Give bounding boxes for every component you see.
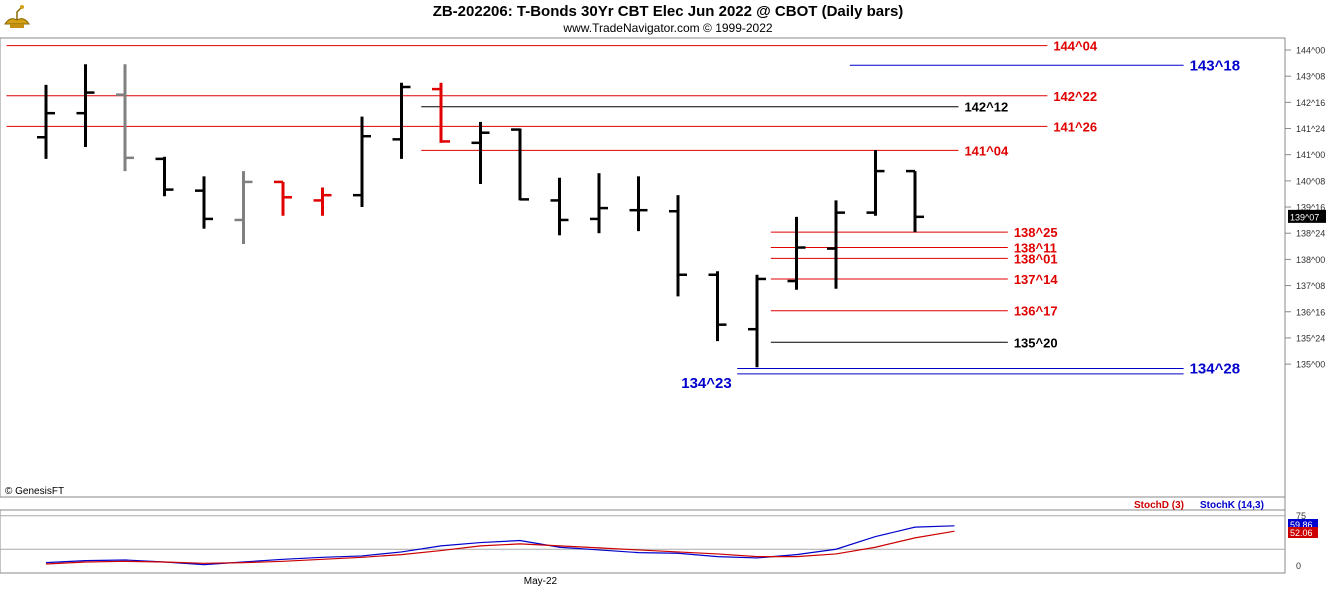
copyright-label: © GenesisFT xyxy=(5,486,64,497)
y-tick-label: 138^24 xyxy=(1296,229,1325,239)
y-tick-label: 135^00 xyxy=(1296,360,1325,370)
chart-header: ZB-202206: T-Bonds 30Yr CBT Elec Jun 202… xyxy=(0,0,1336,38)
y-tick-label: 140^08 xyxy=(1296,176,1325,186)
last-price-label: 139^07 xyxy=(1290,212,1319,222)
y-tick-label: 135^24 xyxy=(1296,333,1325,343)
y-tick-label: 139^16 xyxy=(1296,203,1325,213)
stoch-series-line xyxy=(45,525,955,566)
y-tick-label: 144^00 xyxy=(1296,46,1325,56)
y-tick-label: 136^16 xyxy=(1296,307,1325,317)
stoch-y-tick: 75 xyxy=(1296,511,1306,521)
stoch-last-value: 59.86 xyxy=(1290,520,1313,530)
y-tick-label: 143^08 xyxy=(1296,72,1325,82)
level-label: 135^20 xyxy=(1014,335,1058,350)
chart-title: ZB-202206: T-Bonds 30Yr CBT Elec Jun 202… xyxy=(432,3,904,20)
level-lines: 144^04 143^18 142^22 142^12 141^26 141^04 138^… xyxy=(6,39,1240,392)
stoch-last-tag xyxy=(1288,519,1318,530)
level-label: 144^04 xyxy=(1053,39,1098,54)
y-tick-label: 137^08 xyxy=(1296,281,1325,291)
level-label: 143^18 xyxy=(1190,57,1240,74)
stoch-legend-item: StochD (3) xyxy=(1134,500,1184,511)
genie-lamp-icon xyxy=(2,2,32,32)
x-tick-label: May-22 xyxy=(524,576,558,587)
price-axis: 144^00 143^08 142^16 141^24 141^00 140^08 139^… xyxy=(1285,46,1326,370)
y-tick-label: 138^00 xyxy=(1296,255,1325,265)
y-tick-label: 141^24 xyxy=(1296,124,1325,134)
level-label: 138^11 xyxy=(1014,241,1057,256)
level-label: 138^01 xyxy=(1014,251,1058,266)
stoch-series-line xyxy=(45,530,955,565)
level-label: 141^04 xyxy=(964,143,1009,158)
chart-subtitle: www.TradeNavigator.com © 1999-2022 xyxy=(563,21,773,35)
stoch-y-tick: 0 xyxy=(1296,561,1301,571)
level-label: 134^28 xyxy=(1190,360,1240,377)
level-label: 134^23 xyxy=(681,375,731,392)
level-label: 142^12 xyxy=(964,100,1008,115)
stoch-last-tag xyxy=(1288,527,1318,538)
level-label: 142^22 xyxy=(1053,89,1097,104)
level-label: 136^17 xyxy=(1014,304,1058,319)
level-label: 137^14 xyxy=(1014,272,1059,287)
last-price-tag xyxy=(1288,209,1326,223)
y-tick-label: 142^16 xyxy=(1296,98,1325,108)
stoch-legend-item: StochK (14,3) xyxy=(1200,500,1264,511)
level-label: 141^26 xyxy=(1053,119,1097,134)
y-tick-label: 141^00 xyxy=(1296,150,1325,160)
price-bars: May-22 xyxy=(37,64,924,587)
stoch-last-value: 52.06 xyxy=(1290,528,1313,538)
level-label: 138^25 xyxy=(1014,225,1058,240)
chart-frame xyxy=(0,37,1286,574)
